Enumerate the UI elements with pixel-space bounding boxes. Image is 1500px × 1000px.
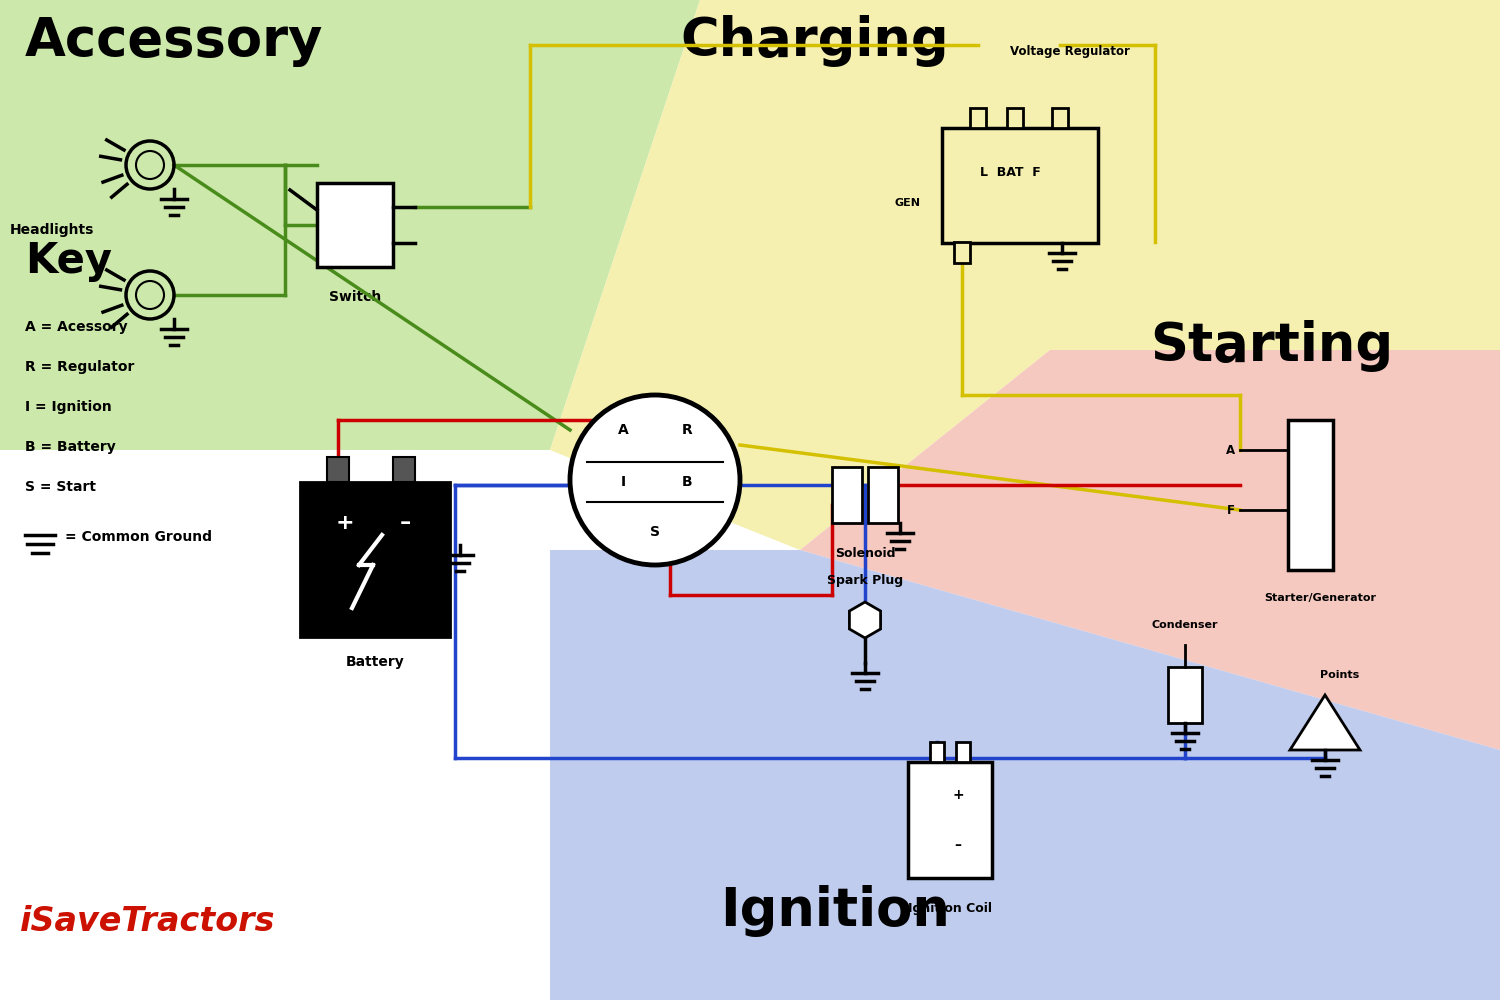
Bar [833, 467, 862, 523]
Bar [942, 127, 1098, 242]
Text: R = Regulator: R = Regulator [26, 360, 135, 374]
Text: Starter/Generator: Starter/Generator [1264, 593, 1376, 603]
Text: I: I [621, 475, 626, 489]
Text: S: S [650, 525, 660, 539]
Text: Spark Plug: Spark Plug [827, 574, 903, 587]
Text: Solenoid: Solenoid [834, 547, 896, 560]
Bar [1052, 108, 1068, 127]
Text: Charging: Charging [680, 15, 948, 67]
Text: –: – [399, 513, 411, 533]
Polygon shape [1290, 695, 1360, 750]
Text: B = Battery: B = Battery [26, 440, 116, 454]
Circle shape [570, 395, 740, 565]
Text: Starting: Starting [1150, 320, 1394, 372]
Text: +: + [952, 788, 964, 802]
Polygon shape [0, 0, 700, 450]
Text: GEN: GEN [894, 198, 921, 208]
Polygon shape [0, 450, 550, 1000]
Text: iSaveTractors: iSaveTractors [20, 905, 276, 938]
Polygon shape [550, 550, 1500, 1000]
Text: Switch: Switch [328, 290, 381, 304]
Bar [908, 762, 992, 878]
Bar [930, 742, 944, 762]
Text: Voltage Regulator: Voltage Regulator [1010, 45, 1130, 58]
Bar [970, 108, 986, 127]
Text: A: A [618, 423, 628, 437]
Text: Accessory: Accessory [26, 15, 324, 67]
Text: –: – [954, 838, 962, 852]
Bar [1288, 420, 1334, 570]
Bar [956, 742, 970, 762]
Bar [868, 467, 898, 523]
Text: S = Start: S = Start [26, 480, 96, 494]
Text: I = Ignition: I = Ignition [26, 400, 111, 414]
Polygon shape [800, 350, 1500, 750]
Bar [316, 183, 393, 267]
Bar [954, 242, 970, 262]
Bar [327, 457, 350, 482]
Text: B: B [681, 475, 693, 489]
Bar [300, 482, 450, 637]
Text: L  BAT  F: L BAT F [980, 166, 1041, 180]
Text: Battery: Battery [345, 655, 405, 669]
Bar [1168, 667, 1202, 723]
Polygon shape [849, 602, 880, 638]
Text: Key: Key [26, 240, 112, 282]
Polygon shape [500, 0, 1500, 550]
Bar [1007, 108, 1023, 127]
Text: A: A [1226, 444, 1234, 456]
Text: Points: Points [1320, 670, 1359, 680]
Text: Ignition: Ignition [720, 885, 950, 937]
Text: A = Acessory: A = Acessory [26, 320, 128, 334]
Text: F: F [1227, 504, 1234, 517]
Text: Headlights: Headlights [10, 223, 94, 237]
Text: R: R [681, 423, 693, 437]
Text: Ignition Coil: Ignition Coil [908, 902, 992, 915]
Bar [393, 457, 416, 482]
Text: = Common Ground: = Common Ground [64, 530, 211, 544]
Text: +: + [336, 513, 354, 533]
Text: Condenser: Condenser [1152, 620, 1218, 630]
